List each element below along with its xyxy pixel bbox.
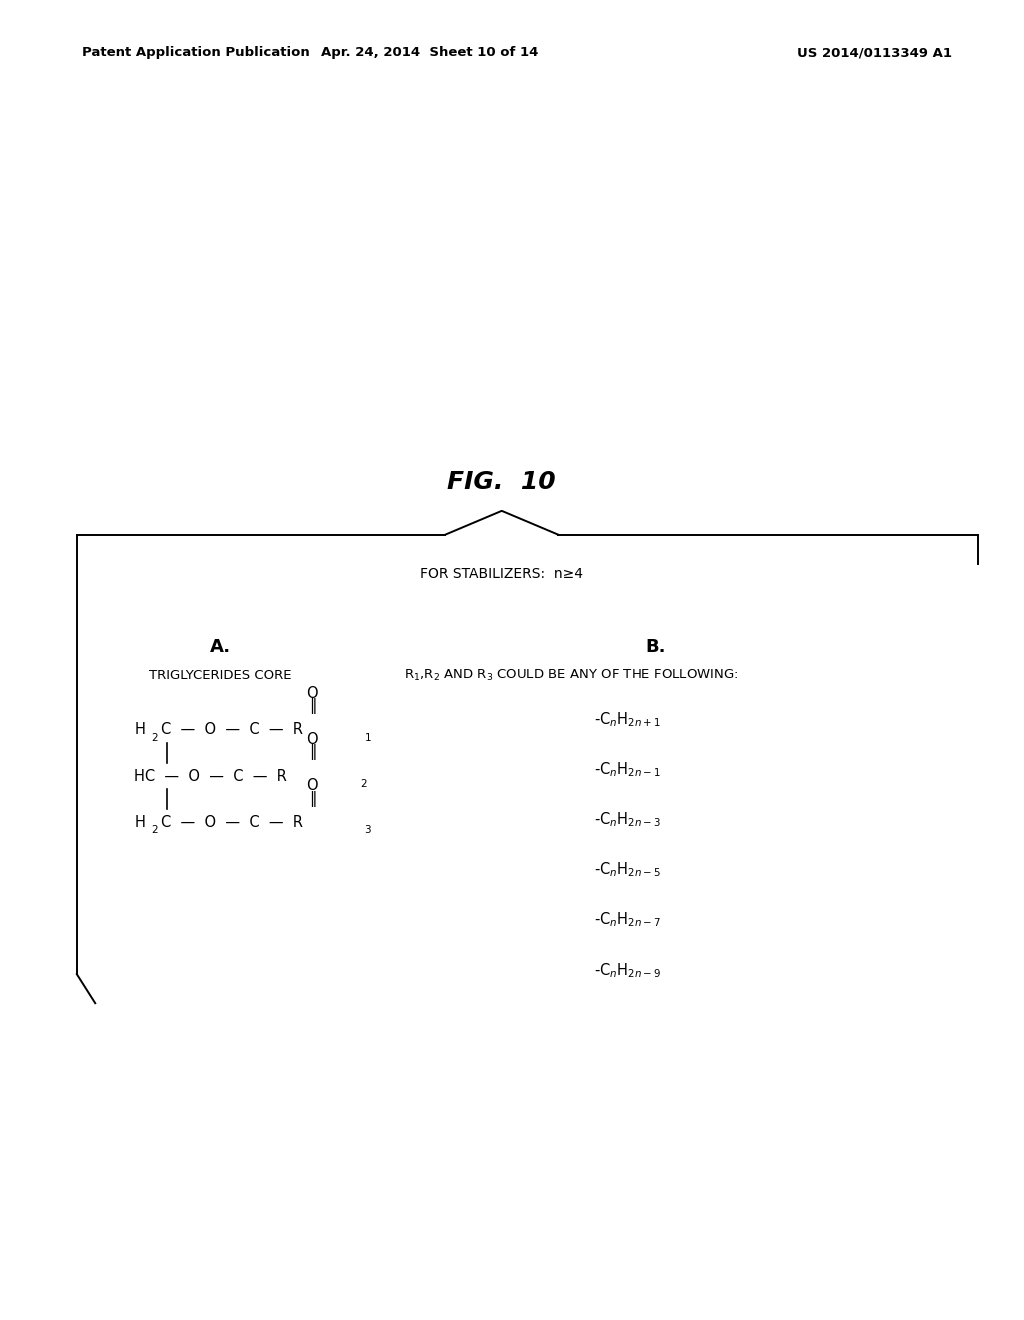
- Text: FOR STABILIZERS:  n≥4: FOR STABILIZERS: n≥4: [420, 568, 584, 581]
- Text: 2: 2: [360, 779, 367, 789]
- Text: ‖: ‖: [308, 698, 316, 714]
- Text: 3: 3: [365, 825, 371, 836]
- Text: 2: 2: [152, 733, 158, 743]
- Text: Apr. 24, 2014  Sheet 10 of 14: Apr. 24, 2014 Sheet 10 of 14: [322, 46, 539, 59]
- Text: -C$_{n}$H$_{2n-7}$: -C$_{n}$H$_{2n-7}$: [594, 911, 660, 929]
- Text: -C$_{n}$H$_{2n-5}$: -C$_{n}$H$_{2n-5}$: [594, 861, 660, 879]
- Text: O: O: [306, 777, 318, 793]
- Text: FIG.  10: FIG. 10: [447, 470, 556, 494]
- Text: -C$_{n}$H$_{2n-1}$: -C$_{n}$H$_{2n-1}$: [594, 760, 660, 779]
- Text: ‖: ‖: [308, 791, 316, 807]
- Text: C  —  O  —  C  —  R: C — O — C — R: [161, 722, 303, 738]
- Text: H: H: [134, 722, 145, 738]
- Text: A.: A.: [210, 638, 230, 656]
- Text: 2: 2: [152, 825, 158, 836]
- Text: 1: 1: [365, 733, 371, 743]
- Text: O: O: [306, 685, 318, 701]
- Text: -C$_{n}$H$_{2n-9}$: -C$_{n}$H$_{2n-9}$: [594, 961, 660, 979]
- Text: US 2014/0113349 A1: US 2014/0113349 A1: [798, 46, 952, 59]
- Text: Patent Application Publication: Patent Application Publication: [82, 46, 309, 59]
- Text: H: H: [134, 814, 145, 830]
- Text: TRIGLYCERIDES CORE: TRIGLYCERIDES CORE: [148, 669, 292, 682]
- Text: O: O: [306, 731, 318, 747]
- Text: -C$_{n}$H$_{2n-3}$: -C$_{n}$H$_{2n-3}$: [594, 810, 660, 829]
- Text: HC  —  O  —  C  —  R: HC — O — C — R: [134, 768, 287, 784]
- Text: ‖: ‖: [308, 744, 316, 760]
- Text: C  —  O  —  C  —  R: C — O — C — R: [161, 814, 303, 830]
- Text: B.: B.: [645, 638, 666, 656]
- Text: R$_1$,R$_2$ AND R$_3$ COULD BE ANY OF THE FOLLOWING:: R$_1$,R$_2$ AND R$_3$ COULD BE ANY OF TH…: [404, 668, 739, 684]
- Text: -C$_{n}$H$_{2n+1}$: -C$_{n}$H$_{2n+1}$: [594, 710, 660, 729]
